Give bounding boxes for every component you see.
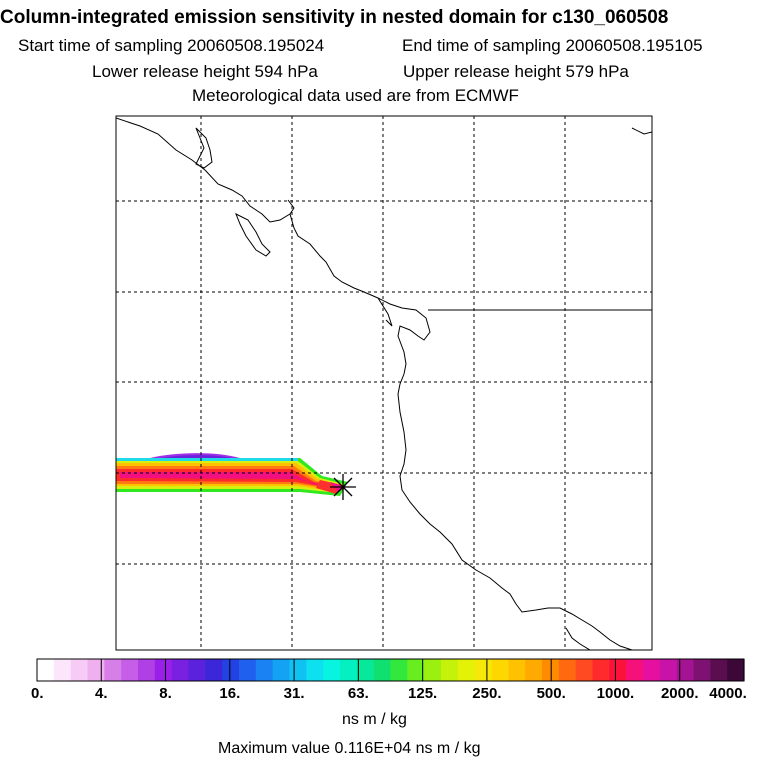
lower-release-height-label: Lower release height 594 hPa <box>92 62 318 81</box>
colorbar-cell <box>37 659 55 681</box>
colorbar-cell <box>441 659 459 681</box>
colorbar-cell <box>340 659 358 681</box>
colorbar-cell <box>390 659 408 681</box>
inlet-1 <box>287 199 295 215</box>
colorbar-cell <box>626 659 644 681</box>
coast-se <box>565 627 591 650</box>
maximum-value-label: Maximum value 0.116E+04 ns m / kg <box>218 740 481 757</box>
colorbar-cell <box>508 659 526 681</box>
colorbar-cell <box>138 659 156 681</box>
colorbar-cell <box>239 659 257 681</box>
colorbar-cell <box>356 659 375 681</box>
colorbar-cell <box>121 659 139 681</box>
colorbar-tick-label: 125. <box>408 685 438 702</box>
met-data-label: Meteorological data used are from ECMWF <box>192 86 519 105</box>
colorbar-cell <box>424 659 442 681</box>
map-title: Column-integrated emission sensitivity i… <box>0 7 669 28</box>
colorbar-cell <box>457 659 476 681</box>
island-vancouver <box>235 212 271 257</box>
colorbar-cell <box>575 659 594 681</box>
colorbar-cell <box>592 659 610 681</box>
colorbar-cell <box>306 659 324 681</box>
colorbar-cell <box>255 659 274 681</box>
map-frame <box>115 115 653 651</box>
colorbar-tick-label: 63. <box>347 685 369 702</box>
colorbar-cells <box>37 659 745 681</box>
island-north <box>195 127 213 169</box>
colorbar-cell <box>407 659 425 681</box>
start-time-label: Start time of sampling 20060508.195024 <box>18 36 325 55</box>
colorbar-tick-label: 4000. <box>709 685 747 702</box>
map-background <box>116 116 652 650</box>
colorbar-cell <box>154 659 173 681</box>
colorbar-cell <box>676 659 695 681</box>
colorbar-cell <box>643 659 661 681</box>
colorbar-cell <box>659 659 678 681</box>
colorbar-tick-label: 500. <box>536 685 566 702</box>
colorbar-cell <box>558 659 577 681</box>
colorbar-cell <box>491 659 509 681</box>
colorbar-tick-label: 2000. <box>660 685 699 702</box>
colorbar-tick-label: 31. <box>283 685 305 702</box>
colorbar-units: ns m / kg <box>342 711 407 728</box>
colorbar-cell <box>727 659 745 681</box>
star-icon <box>330 474 356 500</box>
colorbar-cell <box>609 659 627 681</box>
coastline-main <box>116 117 633 650</box>
upper-release-height-label: Upper release height 579 hPa <box>403 62 629 81</box>
colorbar-frame <box>36 658 745 682</box>
colorbar-tick-label: 1000. <box>596 685 635 702</box>
colorbar-cell <box>693 659 711 681</box>
colorbar-cell <box>474 659 493 681</box>
colorbar-tick-label: 8. <box>159 685 172 702</box>
colorbar-cell <box>289 659 307 681</box>
colorbar-cell <box>525 659 543 681</box>
colorbar-cell <box>87 659 105 681</box>
end-time-label: End time of sampling 20060508.195105 <box>402 36 703 55</box>
colorbar-cell <box>171 659 190 681</box>
colorbar-cell <box>104 659 122 681</box>
colorbar-cell <box>70 659 89 681</box>
plume-top-cyan <box>116 458 298 461</box>
colorbar-cell <box>53 659 72 681</box>
plume-top-violet <box>160 455 232 458</box>
inlet-2 <box>377 297 393 327</box>
colorbar-cell <box>323 659 341 681</box>
colorbar-tick-label: 0. <box>31 685 44 702</box>
graticule <box>116 116 652 650</box>
colorbar-tick-label: 4. <box>95 685 108 702</box>
plume-core-magenta <box>120 472 336 488</box>
emission-sensitivity-plume <box>116 453 348 496</box>
colorbar-tick-label: 250. <box>472 685 502 702</box>
colorbar-cell <box>222 659 240 681</box>
coast-ne <box>631 127 652 135</box>
colorbar-cell <box>710 659 728 681</box>
colorbar-cell <box>272 659 291 681</box>
colorbar-tick-label: 16. <box>219 685 241 702</box>
colorbar-cell <box>205 659 223 681</box>
colorbar-cell <box>188 659 206 681</box>
colorbar-cell <box>373 659 392 681</box>
coastline <box>116 117 652 650</box>
